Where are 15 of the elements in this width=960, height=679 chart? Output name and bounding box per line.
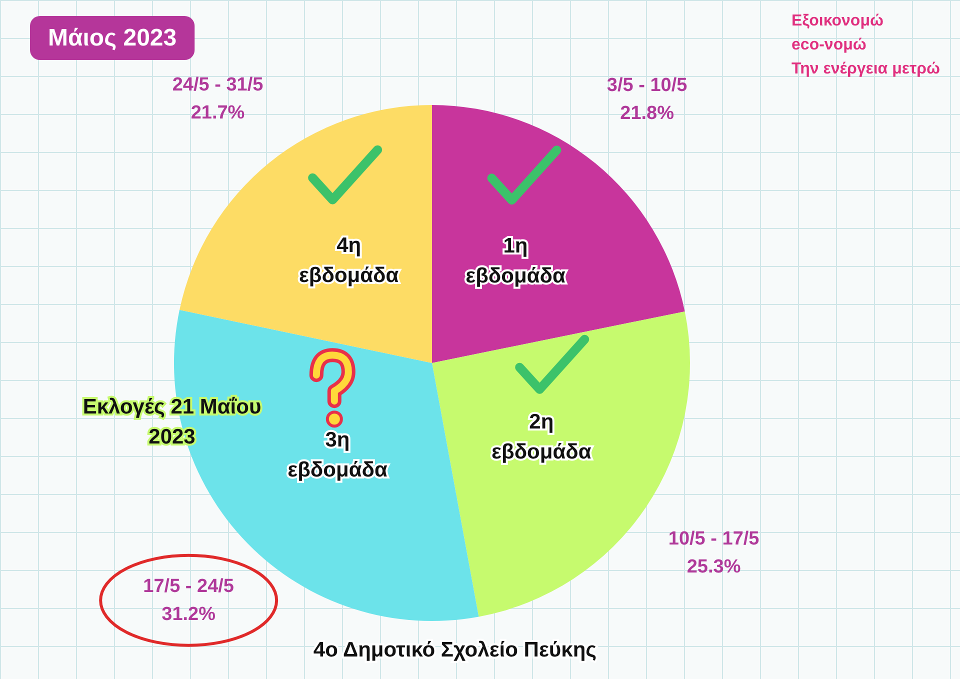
- text: 4ο Δημοτικό Σχολείο Πεύκης: [313, 638, 597, 662]
- slice-label: 2η εβδομάδα: [492, 410, 592, 464]
- data-label: 31.2%: [162, 604, 216, 625]
- text: 17/5 - 24/5: [143, 576, 234, 597]
- data-label: 21.8%: [620, 103, 674, 124]
- text: 24/5 - 31/5: [172, 74, 264, 96]
- slice-label: 4η εβδομάδα: [298, 234, 399, 288]
- text: 10/5 - 17/5: [668, 528, 760, 550]
- chart-title: Μάιος 2023: [48, 24, 177, 52]
- data-label: 21.7%: [190, 102, 245, 124]
- slice-label: 3η εβδομάδα: [288, 428, 388, 482]
- data-label: 25.3%: [686, 556, 741, 578]
- slice-label: 1η εβδομάδα: [466, 234, 566, 288]
- text: Εξοικονομώ eco-νομώ Την ενέργεια μετρώ: [792, 12, 940, 78]
- text: 3/5 - 10/5: [606, 75, 688, 96]
